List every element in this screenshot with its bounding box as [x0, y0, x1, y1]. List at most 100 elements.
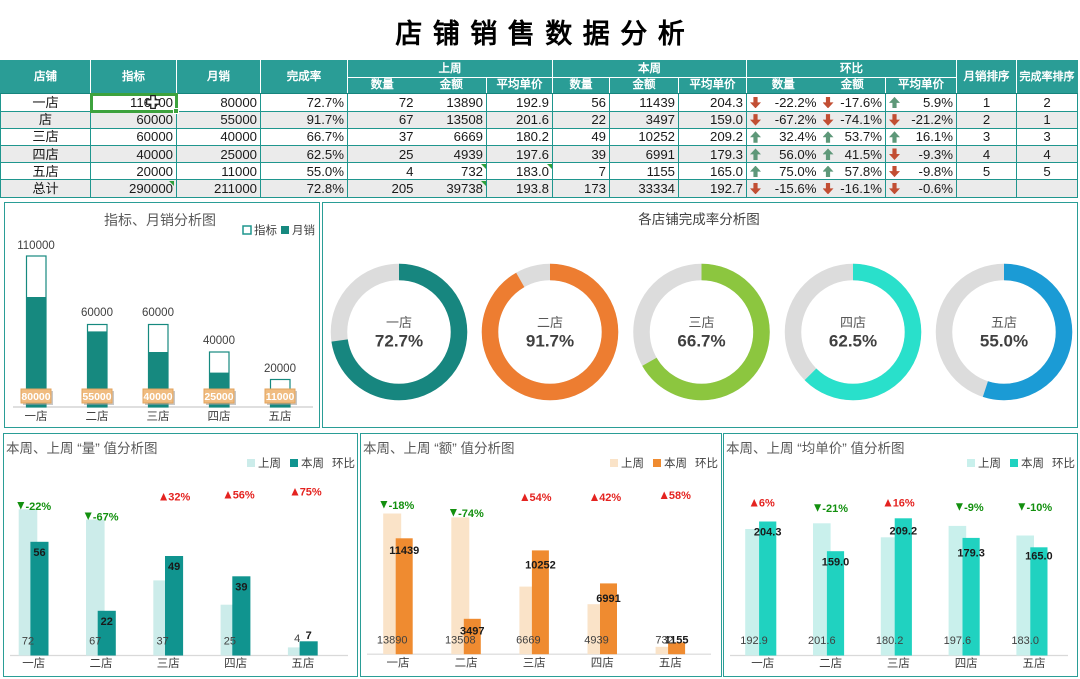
- svg-text:三店: 三店: [523, 656, 546, 670]
- svg-text:四店: 四店: [224, 656, 247, 670]
- svg-text:环比: 环比: [695, 457, 718, 470]
- svg-text:本周、上周 “量” 值分析图: 本周、上周 “量” 值分析图: [6, 441, 158, 456]
- svg-text:7: 7: [306, 630, 312, 642]
- svg-text:五店: 五店: [1023, 656, 1046, 670]
- svg-text:6%: 6%: [759, 498, 775, 510]
- svg-text:本周: 本周: [664, 456, 687, 470]
- svg-text:201.6: 201.6: [808, 635, 836, 647]
- svg-text:一店: 一店: [22, 656, 45, 670]
- svg-text:56%: 56%: [233, 490, 255, 502]
- svg-text:91.7%: 91.7%: [526, 332, 574, 351]
- svg-text:五店: 五店: [991, 315, 1017, 330]
- svg-text:上周: 上周: [621, 457, 644, 470]
- svg-text:13890: 13890: [377, 635, 408, 647]
- svg-text:204.3: 204.3: [754, 527, 782, 539]
- svg-text:三店: 三店: [887, 656, 910, 670]
- svg-text:6991: 6991: [596, 593, 620, 605]
- svg-text:月销: 月销: [292, 223, 315, 237]
- svg-text:58%: 58%: [669, 490, 691, 502]
- svg-text:三店: 三店: [147, 409, 170, 423]
- svg-text:49: 49: [168, 561, 180, 573]
- svg-text:四店: 四店: [591, 656, 614, 670]
- svg-text:67: 67: [89, 636, 101, 648]
- svg-text:五店: 五店: [269, 409, 292, 423]
- svg-text:五店: 五店: [659, 656, 682, 670]
- svg-text:-18%: -18%: [389, 500, 415, 512]
- svg-text:13508: 13508: [445, 635, 476, 647]
- svg-text:40000: 40000: [143, 391, 172, 403]
- svg-text:本周、上周 “额” 值分析图: 本周、上周 “额” 值分析图: [363, 441, 515, 456]
- svg-text:3497: 3497: [460, 626, 484, 638]
- svg-text:165.0: 165.0: [1025, 551, 1053, 563]
- svg-text:179.3: 179.3: [957, 548, 985, 560]
- svg-text:五店: 五店: [291, 656, 314, 670]
- svg-text:60000: 60000: [142, 307, 174, 319]
- svg-text:上周: 上周: [258, 457, 281, 470]
- svg-text:-10%: -10%: [1027, 502, 1053, 514]
- svg-text:22: 22: [101, 616, 113, 628]
- svg-text:二店: 二店: [455, 656, 478, 670]
- svg-text:-21%: -21%: [822, 503, 848, 515]
- svg-text:180.2: 180.2: [876, 635, 904, 647]
- svg-text:10252: 10252: [525, 560, 556, 572]
- svg-text:本周、上周 “均单价” 值分析图: 本周、上周 “均单价” 值分析图: [726, 441, 905, 456]
- svg-text:三店: 三店: [157, 656, 180, 670]
- svg-text:4939: 4939: [584, 635, 608, 647]
- svg-text:25000: 25000: [204, 391, 233, 403]
- svg-text:54%: 54%: [530, 492, 552, 504]
- svg-text:110000: 110000: [17, 240, 55, 252]
- svg-text:一店: 一店: [387, 656, 410, 670]
- svg-text:四店: 四店: [955, 656, 978, 670]
- svg-text:二店: 二店: [819, 656, 842, 670]
- svg-text:1155: 1155: [665, 635, 689, 647]
- svg-text:四店: 四店: [208, 409, 231, 423]
- svg-text:183.0: 183.0: [1011, 635, 1039, 647]
- svg-text:39: 39: [235, 582, 247, 594]
- svg-text:指标、月销分析图: 指标、月销分析图: [104, 212, 216, 228]
- svg-text:6669: 6669: [516, 635, 540, 647]
- svg-text:60000: 60000: [81, 307, 113, 319]
- svg-text:72: 72: [22, 636, 34, 648]
- svg-text:72.7%: 72.7%: [375, 332, 423, 351]
- svg-text:40000: 40000: [203, 335, 235, 347]
- svg-text:25: 25: [224, 636, 236, 648]
- svg-text:75%: 75%: [300, 487, 322, 499]
- svg-text:55.0%: 55.0%: [980, 332, 1028, 351]
- svg-text:37: 37: [156, 636, 168, 648]
- svg-text:20000: 20000: [264, 363, 296, 375]
- svg-text:二店: 二店: [537, 315, 563, 330]
- svg-text:二店: 二店: [86, 409, 109, 423]
- svg-text:55000: 55000: [82, 391, 111, 403]
- svg-text:四店: 四店: [840, 315, 866, 330]
- svg-text:各店铺完成率分析图: 各店铺完成率分析图: [638, 211, 760, 227]
- svg-text:197.6: 197.6: [944, 635, 972, 647]
- svg-text:一店: 一店: [25, 409, 48, 423]
- svg-text:一店: 一店: [386, 315, 412, 330]
- svg-text:环比: 环比: [1052, 457, 1075, 470]
- svg-text:42%: 42%: [599, 492, 621, 504]
- svg-text:-74%: -74%: [458, 508, 484, 520]
- svg-text:62.5%: 62.5%: [829, 332, 877, 351]
- svg-text:11439: 11439: [389, 545, 419, 557]
- svg-text:4: 4: [294, 633, 300, 645]
- svg-text:上周: 上周: [978, 457, 1001, 470]
- svg-text:本周: 本周: [301, 456, 324, 470]
- svg-text:-9%: -9%: [964, 502, 984, 514]
- svg-text:209.2: 209.2: [890, 526, 918, 538]
- svg-text:-67%: -67%: [93, 512, 119, 524]
- svg-text:732: 732: [655, 635, 673, 647]
- svg-text:三店: 三店: [688, 315, 714, 330]
- svg-text:-22%: -22%: [26, 501, 52, 513]
- svg-text:16%: 16%: [893, 498, 915, 510]
- svg-text:159.0: 159.0: [822, 557, 850, 569]
- svg-text:本周: 本周: [1021, 456, 1044, 470]
- svg-text:192.9: 192.9: [740, 635, 768, 647]
- svg-text:32%: 32%: [168, 492, 190, 504]
- svg-text:66.7%: 66.7%: [677, 332, 725, 351]
- svg-text:二店: 二店: [90, 656, 113, 670]
- svg-text:指标: 指标: [254, 223, 277, 237]
- svg-text:环比: 环比: [332, 457, 355, 470]
- svg-text:一店: 一店: [751, 656, 774, 670]
- svg-text:11000: 11000: [266, 391, 295, 403]
- svg-text:56: 56: [33, 547, 45, 559]
